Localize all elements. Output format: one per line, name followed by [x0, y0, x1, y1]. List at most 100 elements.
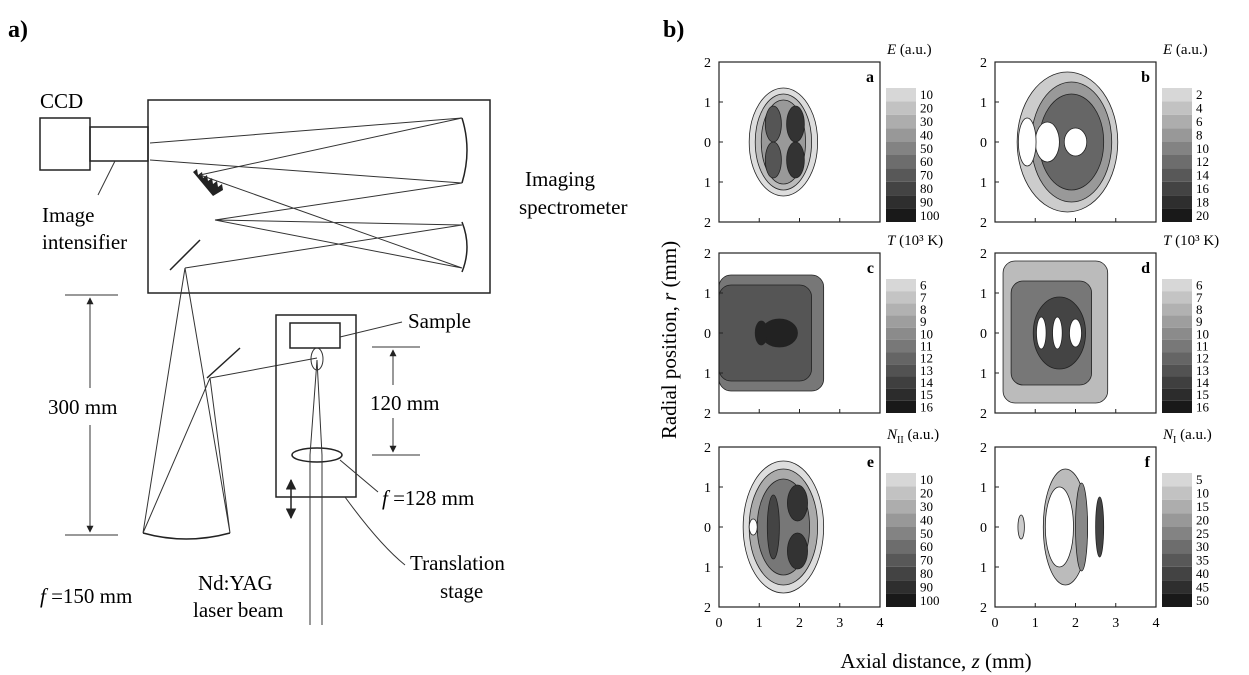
- colorbar-label: 9: [1196, 314, 1203, 329]
- panel-label: b): [663, 17, 684, 43]
- colorbar-label: 45: [1196, 579, 1209, 594]
- colorbar-label: 80: [920, 181, 933, 196]
- contour-region: [754, 320, 768, 346]
- label-var: r: [657, 292, 681, 301]
- y-tick-label: 0: [980, 521, 987, 536]
- contour-region: [787, 532, 808, 570]
- y-tick-label: 0: [980, 327, 987, 342]
- x-tick-label: 1: [1032, 616, 1039, 631]
- plot-letter: f: [1145, 454, 1151, 471]
- colorbar-swatch: [886, 376, 916, 389]
- colorbar-swatch: [886, 315, 916, 328]
- colorbar-label: 8: [1196, 127, 1203, 142]
- colorbar-label: 16: [1196, 181, 1210, 196]
- symbol: T: [887, 233, 897, 249]
- colorbar-swatch: [1162, 195, 1192, 209]
- symbol: N: [886, 427, 898, 443]
- stage-label: stage: [440, 579, 483, 603]
- quantity-label: T (10³ K): [887, 233, 943, 249]
- contour-region: [1063, 127, 1088, 157]
- colorbar-swatch: [1162, 155, 1192, 169]
- y-tick-label: 1: [704, 96, 711, 111]
- colorbar-swatch: [1162, 315, 1192, 328]
- contour-region: [1036, 316, 1047, 350]
- colorbar-label: 40: [920, 512, 933, 527]
- y-tick-label: 2: [704, 601, 711, 616]
- label-text: Axial distance,: [840, 649, 971, 673]
- colorbar-label: 11: [1196, 339, 1209, 354]
- contour-region: [1095, 496, 1105, 558]
- stage-label: Translation: [410, 551, 505, 575]
- colorbar-label: 5: [1196, 472, 1203, 487]
- colorbar-swatch: [886, 155, 916, 169]
- colorbar-swatch: [1162, 473, 1192, 487]
- contour-region: [1017, 117, 1037, 167]
- contour-region: [1034, 121, 1060, 163]
- colorbar-label: 7: [920, 290, 927, 305]
- plot-letter: b: [1141, 69, 1150, 86]
- colorbar-label: 4: [1196, 101, 1203, 116]
- leader: [344, 496, 406, 566]
- contour-panels: b) Radial position, r (mm) Axial distanc…: [657, 17, 1219, 673]
- colorbar-swatch: [886, 473, 916, 487]
- colorbar-swatch: [1162, 141, 1192, 155]
- colorbar-swatch: [886, 88, 916, 102]
- colorbar-swatch: [1162, 291, 1192, 304]
- colorbar-label: 90: [920, 579, 933, 594]
- x-tick-label: 1: [756, 616, 763, 631]
- y-tick-label: 2: [980, 441, 987, 456]
- colorbar-swatch: [886, 339, 916, 353]
- colorbar-label: 20: [1196, 208, 1209, 223]
- leader: [97, 160, 116, 196]
- distance-label: 300 mm: [48, 395, 117, 419]
- colorbar-swatch: [886, 303, 916, 316]
- colorbar-swatch: [1162, 101, 1192, 115]
- colorbar-swatch: [1162, 352, 1192, 365]
- symbol: T: [1163, 233, 1173, 249]
- colorbar-label: 35: [1196, 553, 1209, 568]
- colorbar-label: 2: [1196, 87, 1203, 102]
- stage-box: [275, 314, 357, 498]
- colorbar-label: 6: [1196, 278, 1203, 293]
- x-tick-label: 3: [836, 616, 843, 631]
- x-axis-label: Axial distance, z (mm): [840, 649, 1031, 673]
- quantity-label: E (a.u.): [886, 42, 932, 58]
- colorbar-label: 70: [920, 553, 933, 568]
- colorbar-label: 15: [1196, 499, 1209, 514]
- rays: [149, 117, 463, 269]
- colorbar-swatch: [1162, 168, 1192, 182]
- colorbar-swatch: [886, 141, 916, 155]
- colorbar-label: 70: [920, 168, 933, 183]
- y-tick-label: 1: [980, 96, 987, 111]
- unit: (10³ K): [1171, 233, 1219, 249]
- colorbar-swatch: [1162, 128, 1192, 142]
- intensifier-label: intensifier: [42, 230, 127, 254]
- x-tick-label: 0: [992, 616, 999, 631]
- y-tick-label: 2: [980, 601, 987, 616]
- colorbar-swatch: [1162, 339, 1192, 353]
- colorbar-swatch: [1162, 279, 1192, 292]
- colorbar-label: 15: [920, 387, 933, 402]
- colorbar-swatch: [1162, 208, 1192, 222]
- colorbar-swatch: [1162, 400, 1192, 413]
- colorbar-swatch: [886, 364, 916, 377]
- unit: (a.u.): [896, 42, 931, 58]
- colorbar-label: 8: [920, 302, 927, 317]
- colorbar-label: 10: [920, 87, 933, 102]
- colorbar-swatch: [886, 540, 916, 554]
- colorbar-swatch: [1162, 566, 1192, 581]
- curved-mirror: [142, 532, 231, 540]
- plot-letter: d: [1141, 260, 1150, 277]
- y-tick-label: 1: [704, 481, 711, 496]
- colorbar-swatch: [886, 526, 916, 540]
- colorbar-swatch: [886, 499, 916, 514]
- colorbar-label: 12: [1196, 351, 1209, 366]
- intensifier-label: Image: [42, 203, 94, 227]
- flat-mirror: [169, 239, 201, 271]
- mirror: [461, 117, 468, 273]
- y-tick-label: 1: [704, 176, 711, 191]
- colorbar-label: 10: [1196, 486, 1209, 501]
- y-tick-label: 1: [980, 367, 987, 382]
